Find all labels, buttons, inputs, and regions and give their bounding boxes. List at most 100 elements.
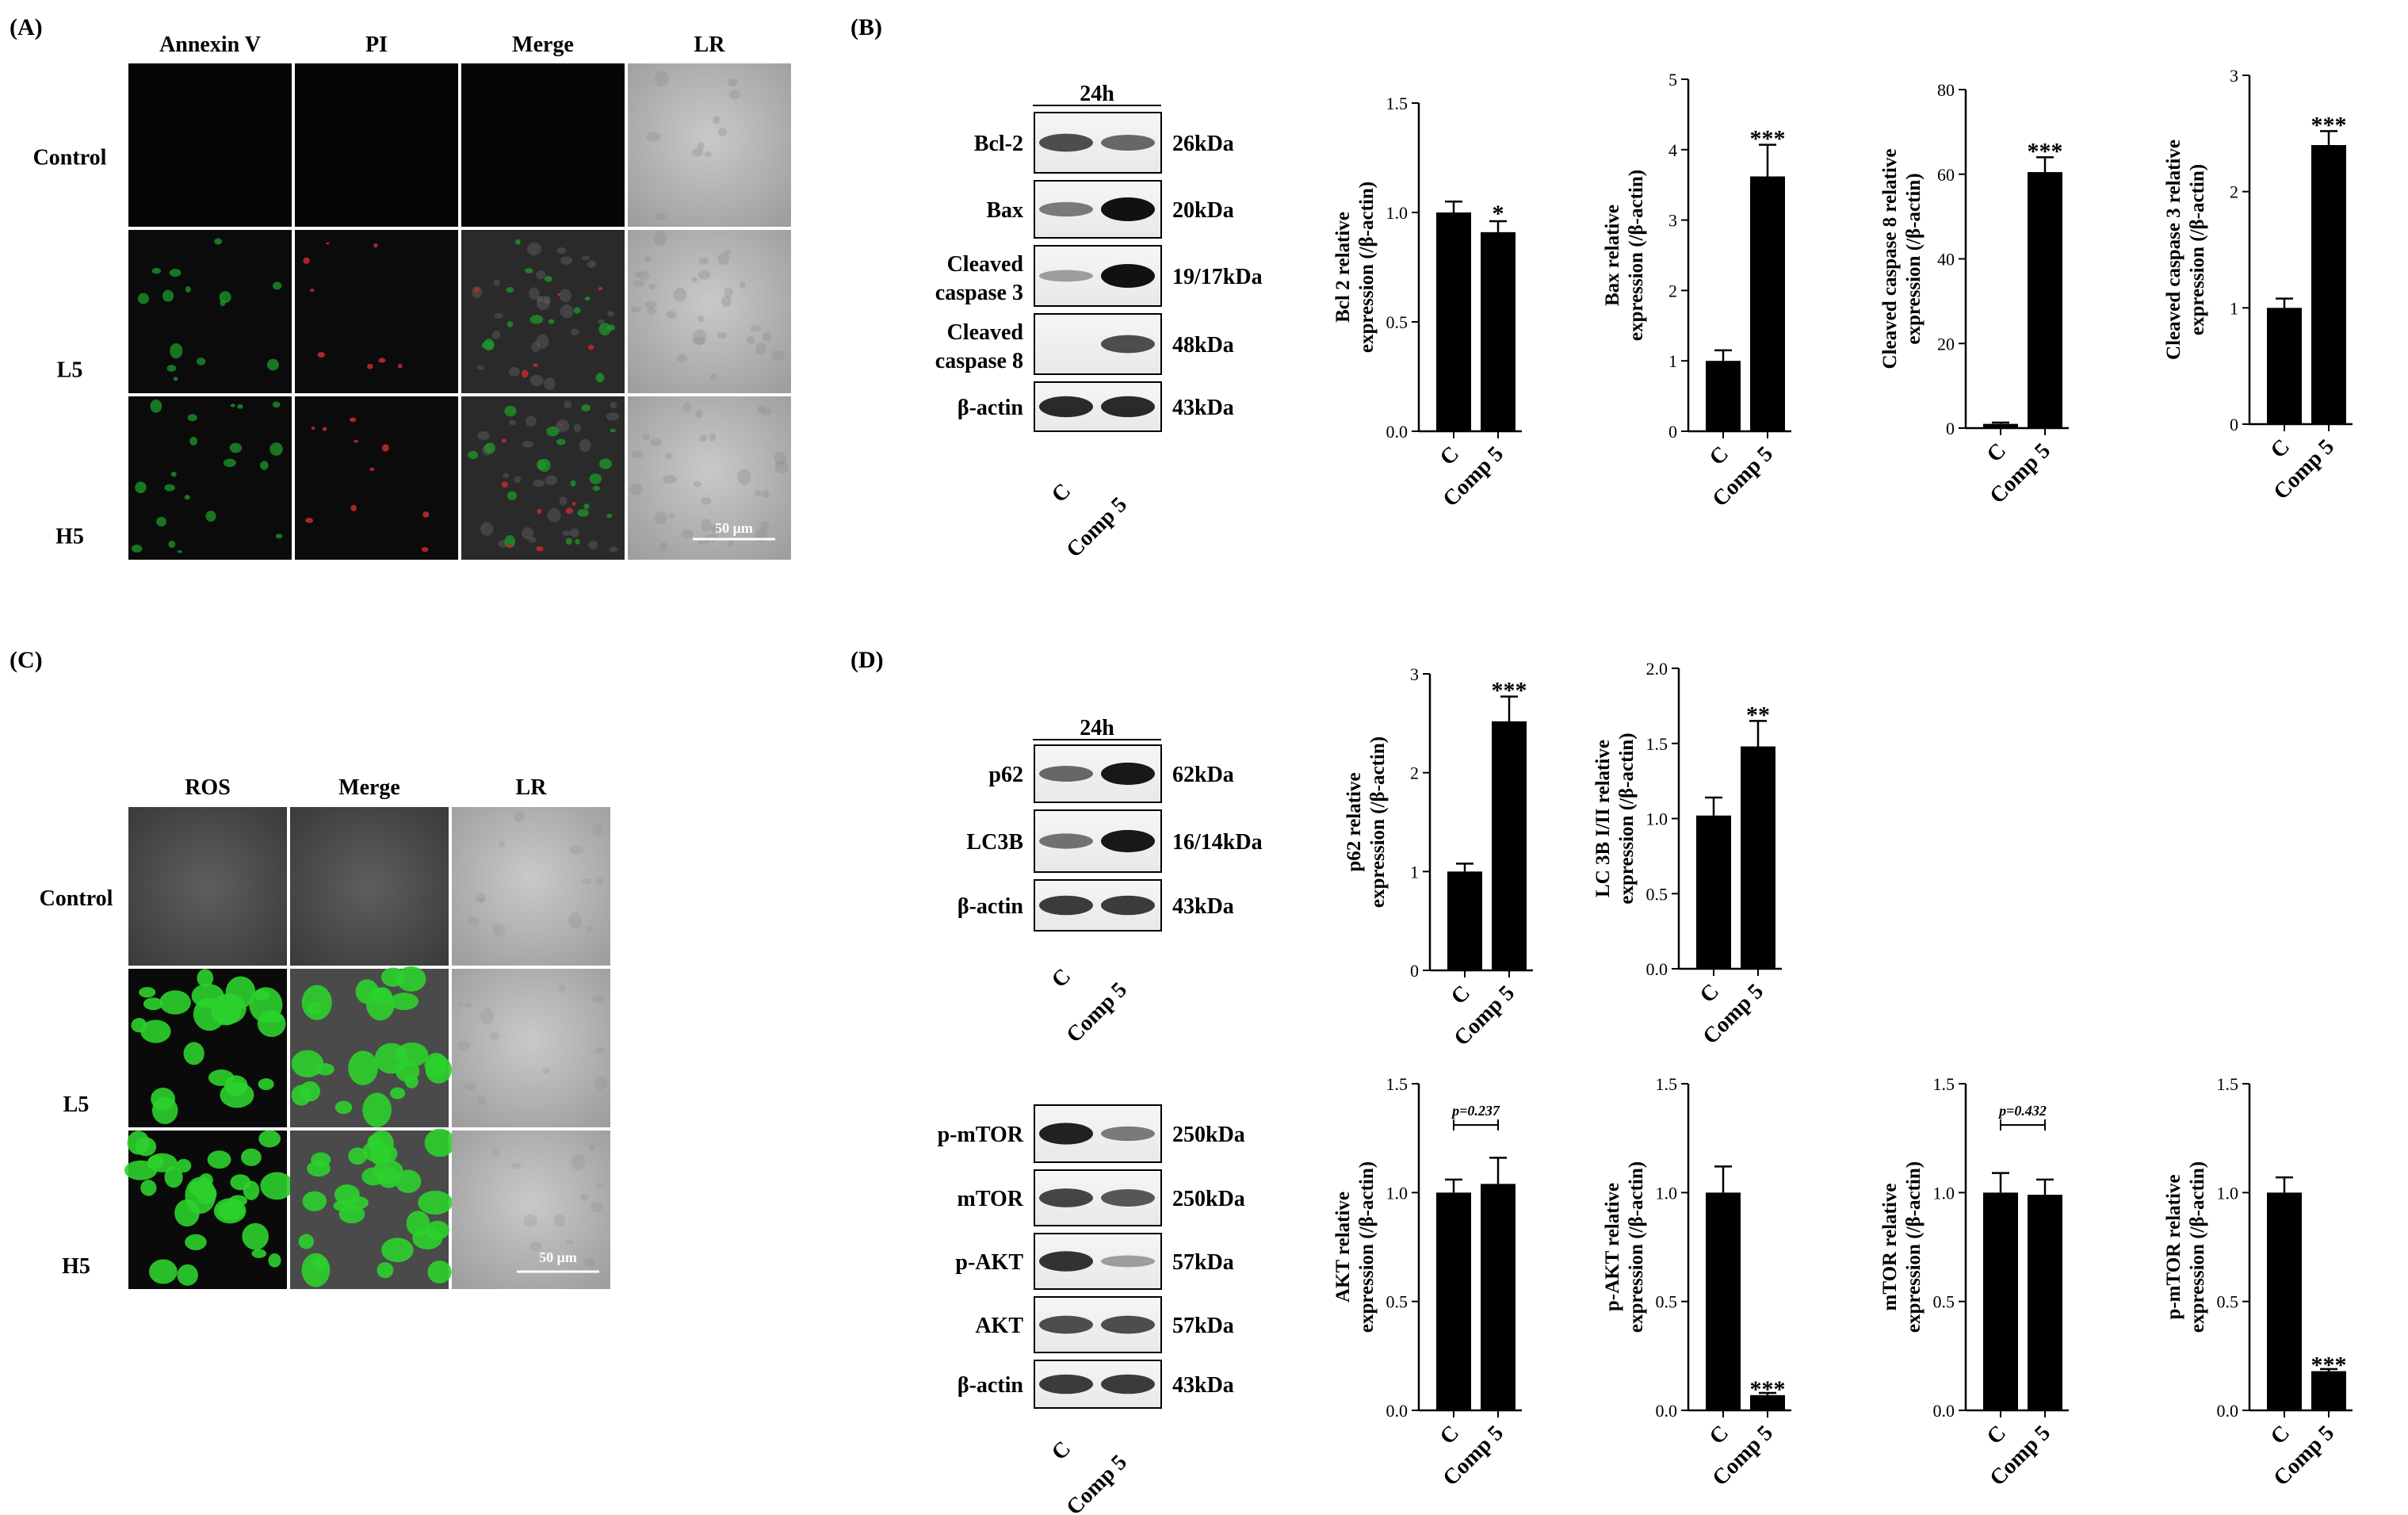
- significance-marker: *: [1493, 201, 1504, 227]
- protein-band: [1101, 1126, 1155, 1142]
- y-tick-label: 1.5: [2217, 1074, 2239, 1094]
- micrograph-tile: [290, 807, 449, 966]
- cell-spot: [537, 296, 550, 311]
- cell-spot: [326, 242, 330, 245]
- cell-spot: [159, 990, 191, 1015]
- micrograph-tile: [295, 63, 458, 227]
- cell-spot: [529, 315, 544, 324]
- cell-spot: [490, 1031, 499, 1041]
- y-tick-label: 0.0: [1386, 1401, 1408, 1421]
- cell-spot: [774, 461, 789, 474]
- y-tick-label: 40: [1937, 250, 1955, 270]
- cell-spot: [185, 1234, 207, 1251]
- cell-spot: [559, 496, 568, 506]
- cell-spot: [724, 287, 733, 298]
- cell-spot: [425, 1055, 453, 1084]
- cell-spot: [131, 1018, 147, 1033]
- cell-spot: [205, 511, 216, 522]
- cell-spot: [464, 1082, 476, 1091]
- bar-chart: 0.0 0.5 1.0 1.5 AKT relative expression (/β-a…: [1332, 1074, 1522, 1491]
- protein-band: [1039, 1315, 1093, 1334]
- y-tick-label: 1.5: [1646, 734, 1668, 754]
- band-kda: 48kDa: [1172, 333, 1234, 358]
- band-kda: 16/14kDa: [1172, 830, 1263, 855]
- cell-spot: [553, 1214, 565, 1227]
- cell-spot: [529, 374, 544, 387]
- cell-spot: [169, 268, 182, 277]
- protein-band: [1039, 1374, 1093, 1394]
- cell-spot: [774, 451, 786, 466]
- cell-spot: [582, 878, 591, 885]
- panel-label: (C): [10, 647, 43, 673]
- micrograph-tile: [295, 396, 458, 560]
- cell-spot: [693, 481, 701, 488]
- cell-spot: [212, 993, 247, 1024]
- y-tick-label: 0.5: [1386, 312, 1408, 332]
- protein-band: [1039, 765, 1093, 782]
- blot-strip: [1034, 112, 1162, 174]
- column-header: Annexin V: [159, 33, 261, 57]
- cell-spot: [653, 230, 667, 247]
- fluorescence-image: [295, 396, 458, 560]
- band-kda: 62kDa: [1172, 763, 1234, 787]
- cell-spot: [298, 1234, 314, 1249]
- row-label: L5: [57, 358, 83, 382]
- cell-spot: [484, 442, 495, 454]
- x-tick-label: C: [2266, 434, 2295, 463]
- cell-spot: [701, 518, 712, 532]
- cell-spot: [174, 1199, 200, 1227]
- cell-spot: [464, 1002, 472, 1008]
- cell-spot: [762, 331, 772, 342]
- y-tick-label: 20: [1937, 334, 1955, 354]
- western-blot-layer: [1033, 105, 1162, 1409]
- cell-spot: [268, 1253, 281, 1268]
- bar: [1983, 1192, 2018, 1410]
- cell-spot: [523, 1215, 537, 1227]
- cell-spot: [727, 78, 738, 87]
- cell-spot: [596, 877, 603, 885]
- cell-spot: [258, 1078, 274, 1091]
- y-axis-title: expression (/β-actin): [2187, 1161, 2208, 1333]
- row-label: H5: [55, 524, 84, 549]
- cell-spot: [556, 438, 566, 446]
- y-axis-title: expression (/β-actin): [1903, 173, 1924, 344]
- cell-spot: [606, 513, 613, 518]
- cell-spot: [699, 434, 708, 442]
- cell-spot: [242, 1222, 269, 1250]
- cell-spot: [588, 344, 594, 350]
- cell-spot: [592, 485, 601, 492]
- scale-bar-label: 50 μm: [715, 520, 753, 536]
- cell-spot: [642, 433, 651, 441]
- band-kda: 43kDa: [1172, 1373, 1234, 1398]
- band-label: p-mTOR: [938, 1123, 1024, 1147]
- cell-spot: [350, 504, 357, 511]
- cell-spot: [571, 1153, 586, 1171]
- cell-spot: [135, 1137, 157, 1157]
- bar-chart: 0.0 0.5 1.0 1.5 mTOR relative expression (/β-…: [1879, 1074, 2069, 1491]
- bar: [1481, 231, 1516, 431]
- cell-spot: [575, 538, 580, 545]
- row-label: L5: [63, 1092, 90, 1117]
- x-tick-label: C: [1447, 981, 1475, 1009]
- cell-spot: [698, 315, 705, 323]
- micrograph-tile: [452, 807, 610, 966]
- protein-band: [1101, 197, 1155, 221]
- cell-spot: [709, 433, 717, 442]
- cell-spot: [718, 127, 728, 137]
- band-kda: 20kDa: [1172, 198, 1234, 223]
- cell-spot: [648, 283, 656, 289]
- cell-spot: [639, 270, 650, 281]
- cell-spot: [156, 516, 167, 527]
- bar: [1696, 815, 1731, 969]
- fluorescence-image: [290, 807, 449, 966]
- cell-spot: [556, 247, 567, 254]
- cell-spot: [214, 238, 223, 245]
- cell-spot: [591, 824, 602, 836]
- cell-spot: [537, 459, 546, 471]
- cell-spot: [590, 1201, 603, 1212]
- brightfield-image: [452, 807, 610, 966]
- cell-spot: [196, 1184, 217, 1204]
- cell-spot: [581, 404, 591, 412]
- bar-chart: 0.0 0.5 1.0 1.5 p-AKT relative expression (/β…: [1602, 1074, 1791, 1491]
- cell-spot: [606, 412, 620, 421]
